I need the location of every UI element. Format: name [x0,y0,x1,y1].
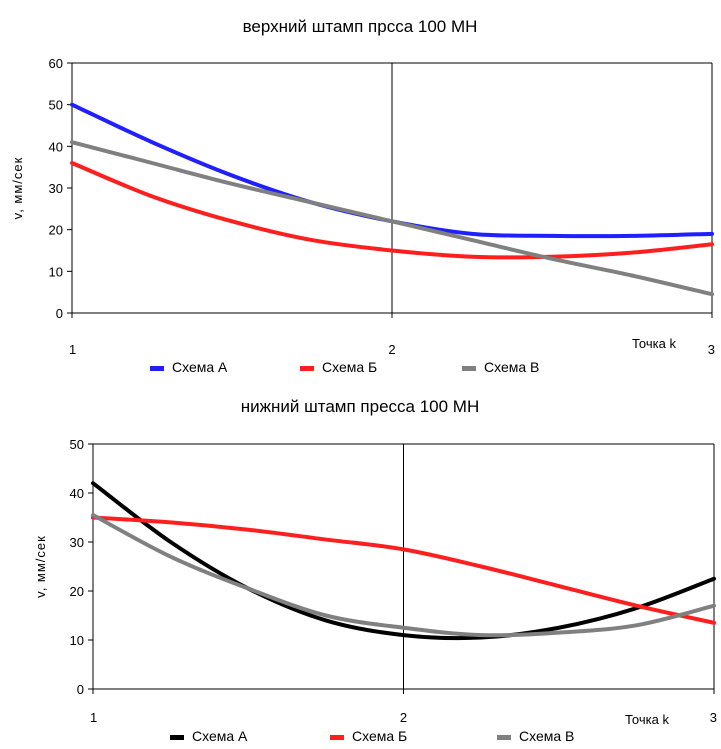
legend-swatch [497,735,511,740]
y-tick-label: 20 [70,584,84,599]
y-tick-label: 10 [70,633,84,648]
legend-swatch [150,366,164,371]
y-tick-label: 30 [70,535,84,550]
y-tick-label: 0 [56,306,63,321]
x-tick-label: 1 [90,710,97,725]
series-line-2 [91,515,716,625]
y-tick-label: 50 [70,437,84,452]
y-tick-label: 10 [49,264,63,279]
series-line-3 [91,513,716,638]
legend-swatch [330,735,344,740]
y-tick-label: 30 [49,181,63,196]
chart-1: верхний штамп прсса 100 МН 0 10 20 30 40 50 60 1… [10,17,715,375]
x-axis-label: Точка k [632,336,676,351]
x-tick-label: 1 [69,342,76,357]
x-tick-label: 2 [400,710,407,725]
chart-title: верхний штамп прсса 100 МН [243,17,478,36]
legend-label: Схема В [484,359,539,375]
x-tick-label: 3 [708,342,715,357]
series-line-2 [70,161,714,260]
chart-2: нижний штамп пресса 100 МН 0 10 20 30 40 50 1 2 3… [33,397,717,744]
y-axis-label: v, мм/сек [10,157,25,220]
y-tick-label: 40 [70,486,84,501]
legend-label: Схема А [172,359,228,375]
x-axis-label: Точка k [625,712,669,727]
y-tick-label: 60 [49,56,63,71]
y-tick-label: 40 [49,139,63,154]
y-axis-label: v, мм/сек [33,535,48,598]
series-line-3 [70,140,714,297]
y-tick-label: 50 [49,98,63,113]
y-tick-label: 20 [49,223,63,238]
legend-label: Схема Б [352,728,407,744]
legend-swatch [300,366,314,371]
series-line-1 [91,481,716,641]
y-tick-label: 0 [77,682,84,697]
legend-label: Схема Б [322,359,377,375]
legend-swatch [462,366,476,371]
legend-swatch [170,735,184,740]
chart-title: нижний штамп пресса 100 МН [241,397,479,416]
x-tick-label: 2 [388,342,395,357]
legend-label: Схема А [192,728,248,744]
x-tick-label: 3 [710,710,717,725]
legend-label: Схема В [519,728,574,744]
